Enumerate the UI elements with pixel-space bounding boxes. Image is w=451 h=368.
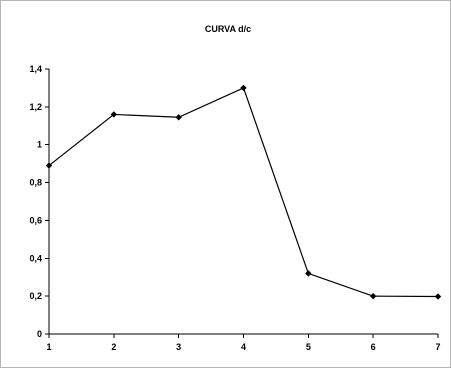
x-tick-label: 1 [46, 342, 51, 352]
data-point-marker [305, 270, 312, 277]
y-tick-label: 0,6 [29, 215, 42, 225]
y-tick-label: 0,4 [29, 253, 42, 263]
y-tick-label: 0,2 [29, 291, 42, 301]
data-point-marker [369, 292, 377, 300]
data-point-marker [175, 114, 182, 121]
series-line [48, 87, 439, 298]
data-point-marker [434, 293, 442, 300]
data-point-marker [45, 162, 53, 169]
x-tick-label: 4 [241, 342, 246, 352]
x-tick-label: 2 [111, 342, 116, 352]
x-tick-label: 6 [371, 342, 376, 352]
y-tick-label: 1,4 [29, 64, 42, 74]
x-tick-label: 3 [176, 342, 181, 352]
data-point-marker [110, 111, 118, 118]
axes [45, 68, 439, 338]
data-point-marker [240, 84, 247, 92]
x-tick-label: 5 [306, 342, 311, 352]
y-tick-label: 1,2 [29, 102, 42, 112]
tick-labels: 0 0,2 0,4 0,6 0,8 1 1,2 1,4 1 2 3 4 5 6 7 [29, 64, 440, 352]
chart-title: CURVA d/c [205, 24, 251, 34]
y-tick-label: 0 [37, 329, 42, 339]
x-tick-label: 7 [435, 342, 440, 352]
series-layer [45, 84, 442, 300]
y-tick-label: 0,8 [29, 178, 42, 188]
y-tick-label: 1 [37, 140, 42, 150]
